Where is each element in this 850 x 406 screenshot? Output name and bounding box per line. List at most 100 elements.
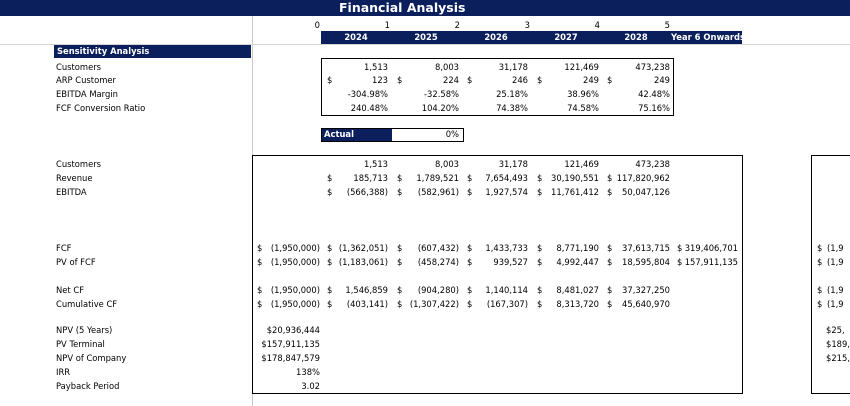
page-title: Financial Analysis <box>339 0 466 15</box>
currency-symbol: $ <box>327 187 333 197</box>
operations-value: 50,047,126 <box>622 187 670 197</box>
right-partial-box <box>811 155 850 394</box>
operations-value: 1,927,574 <box>485 187 528 197</box>
sensitivity-value: -32.58% <box>424 89 459 99</box>
cashflow-value: (458,274) <box>417 257 459 267</box>
cashflow-value: 1,546,859 <box>345 285 388 295</box>
header-divider <box>0 44 850 45</box>
operations-value: 1,789,521 <box>416 173 459 183</box>
year-header: 2026 <box>484 32 508 42</box>
right-partial-value: (1,9 <box>827 257 844 267</box>
currency-symbol: $ <box>817 285 823 295</box>
currency-symbol: $ <box>537 187 543 197</box>
operations-row-label: EBITDA <box>56 187 87 197</box>
sensitivity-value: 25.18% <box>496 89 528 99</box>
cashflow-row-label: FCF <box>56 243 72 253</box>
operations-value: 117,820,962 <box>616 173 670 183</box>
currency-symbol: $ <box>327 257 333 267</box>
right-partial-value: (1,9 <box>827 299 844 309</box>
currency-symbol: $ <box>467 173 473 183</box>
currency-symbol: $ <box>397 243 403 253</box>
currency-symbol: $ <box>537 299 543 309</box>
sensitivity-value: 123 <box>372 75 388 85</box>
currency-symbol: $ <box>327 173 333 183</box>
summary-value: 138% <box>296 367 320 377</box>
operations-value: 11,761,412 <box>551 187 599 197</box>
actual-label-cell <box>321 128 392 141</box>
currency-symbol: $ <box>537 173 543 183</box>
currency-symbol: $ <box>677 257 683 267</box>
operations-value: (582,961) <box>417 187 459 197</box>
summary-value: $20,936,444 <box>266 325 320 335</box>
year-header: 2024 <box>344 32 368 42</box>
currency-symbol: $ <box>327 75 333 85</box>
currency-symbol: $ <box>327 285 333 295</box>
sensitivity-value: 246 <box>512 75 528 85</box>
currency-symbol: $ <box>467 257 473 267</box>
sensitivity-row-label: ARP Customer <box>56 75 116 85</box>
sensitivity-value: 1,513 <box>364 62 388 72</box>
cashflow-value: 4,992,447 <box>556 257 599 267</box>
year-header-bar <box>321 31 742 44</box>
cashflow-value: 8,481,027 <box>556 285 599 295</box>
cashflow-value: 1,433,733 <box>485 243 528 253</box>
sensitivity-value: 31,178 <box>498 62 528 72</box>
currency-symbol: $ <box>467 285 473 295</box>
sensitivity-value: 249 <box>654 75 670 85</box>
operations-row-label: Revenue <box>56 173 93 183</box>
currency-symbol: $ <box>607 299 613 309</box>
cashflow-value: (167,307) <box>486 299 528 309</box>
period-number: 1 <box>384 20 390 30</box>
currency-symbol: $ <box>677 243 683 253</box>
currency-symbol: $ <box>257 285 263 295</box>
cashflow-value: (1,183,061) <box>338 257 388 267</box>
sensitivity-value: 8,003 <box>435 62 459 72</box>
cashflow-year0-value: (1,950,000) <box>270 285 320 295</box>
title-banner <box>0 0 850 16</box>
sensitivity-value: 473,238 <box>635 62 670 72</box>
cashflow-year0-value: (1,950,000) <box>270 243 320 253</box>
summary-label: IRR <box>56 367 71 377</box>
currency-symbol: $ <box>817 257 823 267</box>
currency-symbol: $ <box>817 243 823 253</box>
sensitivity-value: 75.16% <box>638 103 670 113</box>
year-header: 2025 <box>414 32 438 42</box>
actual-value: 0% <box>445 129 459 139</box>
currency-symbol: $ <box>607 243 613 253</box>
currency-symbol: $ <box>327 243 333 253</box>
sensitivity-value: 74.38% <box>496 103 528 113</box>
year-header: 2028 <box>624 32 648 42</box>
sensitivity-value: 74.58% <box>567 103 599 113</box>
sensitivity-value: 38.96% <box>567 89 599 99</box>
summary-value: 3.02 <box>301 381 320 391</box>
cashflow-year0-value: (1,950,000) <box>270 299 320 309</box>
sensitivity-row-label: FCF Conversion Ratio <box>56 103 146 113</box>
sensitivity-value: -304.98% <box>347 89 388 99</box>
cashflow-value: (1,362,051) <box>338 243 388 253</box>
sensitivity-value: 224 <box>443 75 459 85</box>
currency-symbol: $ <box>607 285 613 295</box>
cashflow-value: 18,595,804 <box>622 257 670 267</box>
sensitivity-value: 249 <box>583 75 599 85</box>
currency-symbol: $ <box>397 187 403 197</box>
cashflow-value: 157,911,135 <box>684 257 738 267</box>
period-number: 2 <box>454 20 460 30</box>
currency-symbol: $ <box>607 257 613 267</box>
sensitivity-value: 240.48% <box>350 103 388 113</box>
sensitivity-value: 42.48% <box>638 89 670 99</box>
cashflow-row-label: Cumulative CF <box>56 299 118 309</box>
operations-value: 121,469 <box>564 159 599 169</box>
cashflow-row-label: Net CF <box>56 285 85 295</box>
period-number: 0 <box>314 20 320 30</box>
operations-value: 31,178 <box>498 159 528 169</box>
year-header: Year 6 Onwards <box>671 32 745 42</box>
cashflow-value: 8,771,190 <box>556 243 599 253</box>
actual-progress-box[interactable] <box>321 128 464 142</box>
period-number: 3 <box>524 20 530 30</box>
cashflow-value: (403,141) <box>346 299 388 309</box>
cashflow-value: 8,313,720 <box>556 299 599 309</box>
currency-symbol: $ <box>467 243 473 253</box>
currency-symbol: $ <box>257 243 263 253</box>
summary-label: NPV of Company <box>56 353 127 363</box>
sensitivity-value: 104.20% <box>421 103 459 113</box>
